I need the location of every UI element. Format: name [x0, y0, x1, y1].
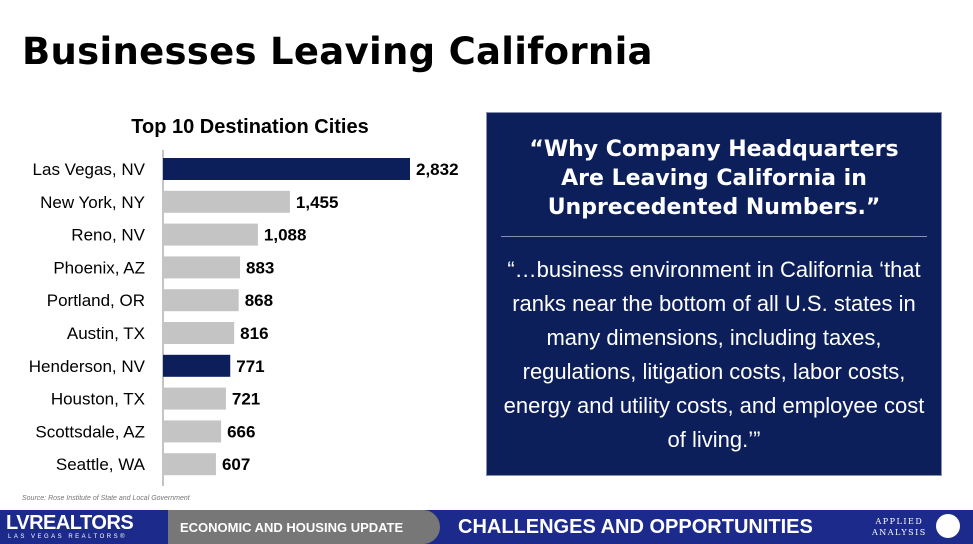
data-label: 1,088 [264, 226, 307, 245]
data-label: 607 [222, 455, 250, 474]
category-label: Las Vegas, NV [33, 160, 146, 179]
data-label: 721 [232, 390, 260, 409]
data-label: 1,455 [296, 193, 339, 212]
bar [163, 223, 258, 246]
bar [163, 387, 226, 410]
data-label: 2,832 [416, 160, 459, 179]
partner-line2: ANALYSIS [872, 528, 927, 537]
partner-line1: APPLIED [875, 517, 924, 526]
quote-headline: “Why Company Headquarters Are Leaving Ca… [529, 137, 899, 220]
section-label-bg: ECONOMIC AND HOUSING UPDATE [168, 510, 440, 544]
data-label: 883 [246, 258, 274, 277]
quote-body: “…business environment in California ‘th… [503, 257, 925, 452]
source-note: Source: Rose Institute of State and Loca… [22, 495, 190, 502]
lvrealtors-logo: LVREALTORS [6, 512, 134, 534]
divider [501, 236, 927, 237]
bar-chart: Las Vegas, NV 2,832 New York, NY 1,455 Reno,… [29, 150, 459, 486]
category-label: Reno, NV [71, 226, 145, 245]
data-label: 771 [236, 357, 264, 376]
category-label: Portland, OR [47, 291, 145, 310]
quote-box: “Why Company Headquarters Are Leaving Ca… [486, 112, 942, 476]
topic-label: CHALLENGES AND OPPORTUNITIES [458, 516, 813, 538]
data-label: 666 [227, 422, 255, 441]
section-label: ECONOMIC AND HOUSING UPDATE [180, 520, 404, 535]
bar [163, 190, 290, 213]
bar [163, 158, 410, 180]
bar [163, 420, 222, 443]
category-label: New York, NY [40, 193, 145, 212]
applied-analysis-icon [936, 514, 960, 538]
category-label: Seattle, WA [56, 455, 146, 474]
category-label: Phoenix, AZ [53, 258, 145, 277]
bar [163, 322, 235, 344]
chart-title: Top 10 Destination Cities [131, 116, 369, 138]
page-title: Businesses Leaving California [22, 30, 653, 73]
category-label: Scottsdale, AZ [35, 422, 145, 441]
applied-analysis-logo: APPLIED ANALYSIS [872, 516, 927, 538]
bar [163, 289, 239, 312]
category-label: Houston, TX [51, 390, 145, 409]
bar [163, 256, 241, 279]
data-label: 868 [245, 291, 273, 310]
bar [163, 354, 231, 377]
footer-banner: LVREALTORS LAS VEGAS REALTORS® ECONOMIC … [0, 510, 973, 544]
bar [163, 453, 216, 476]
category-label: Austin, TX [67, 324, 145, 343]
category-label: Henderson, NV [29, 357, 146, 376]
data-label: 816 [240, 324, 268, 343]
logo-subtitle: LAS VEGAS REALTORS® [8, 534, 128, 540]
